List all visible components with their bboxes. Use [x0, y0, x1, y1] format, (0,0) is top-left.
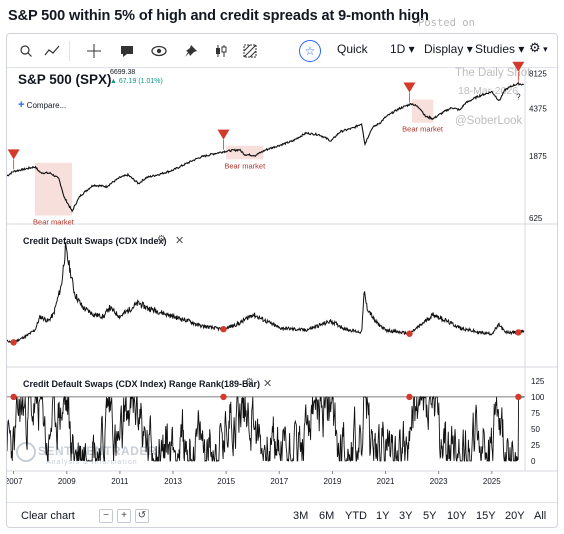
range-3m[interactable]: 3M	[293, 510, 309, 522]
crosshair-icon[interactable]	[85, 42, 103, 60]
bottom-bar: Clear chart − + ↺ 3M 6M YTD 1Y 3Y 5Y 10Y…	[7, 502, 557, 527]
x-tick-label: 2019	[324, 477, 342, 486]
signal-marker-triangle	[217, 129, 230, 140]
sentimentrader-logo-icon	[16, 442, 36, 462]
last-price: 6699.38	[110, 69, 136, 76]
signal-marker-triangle	[403, 82, 416, 93]
x-tick-label: 2011	[111, 477, 129, 486]
plus-icon: +	[18, 99, 25, 111]
signal-marker-triangle	[7, 149, 20, 160]
x-tick-label: 2009	[58, 477, 76, 486]
hatch-icon[interactable]	[241, 42, 259, 60]
clear-chart-button[interactable]: Clear chart	[21, 510, 75, 522]
bear-market-band	[226, 145, 264, 160]
x-tick-label: 2025	[483, 477, 501, 486]
chart-toolbar: ☆ Quick 1D ▾ Display ▾ Studies ▾ ⚙ ▾	[7, 34, 557, 68]
x-tick-label: 2021	[377, 477, 395, 486]
sentimentrader-logo-sub: Analysis & Information	[46, 459, 138, 466]
x-tick-label: 2015	[217, 477, 235, 486]
search-icon[interactable]	[17, 42, 35, 60]
rank-ytick-label: 100	[531, 393, 545, 402]
favorite-star-icon[interactable]: ☆	[299, 40, 321, 62]
rank-panel-label: Credit Default Swaps (CDX Index) Range R…	[23, 379, 261, 389]
chart-frame: ☆ Quick 1D ▾ Display ▾ Studies ▾ ⚙ ▾ S&P…	[6, 33, 558, 528]
spx-series-line	[7, 81, 524, 213]
rank-close-icon[interactable]: ✕	[263, 378, 273, 390]
rank-ytick-label: 75	[531, 409, 540, 418]
candles-icon[interactable]	[212, 42, 230, 60]
signal-question-mark: ?	[516, 93, 521, 102]
cdx-signal-dot	[406, 330, 413, 337]
range-3y[interactable]: 3Y	[399, 510, 413, 522]
toolbar-interval[interactable]: 1D ▾	[390, 42, 415, 56]
sentimentrader-logo: SENTIMENTRADER Analysis & Information	[16, 442, 157, 466]
toolbar-studies[interactable]: Studies ▾	[475, 42, 525, 56]
rank-ytick-label: 0	[531, 457, 536, 466]
range-20y[interactable]: 20Y	[505, 510, 525, 522]
cdx-signal-dot	[10, 339, 17, 346]
sentimentrader-logo-text: SENTIMENTRADER	[38, 444, 157, 458]
comment-icon[interactable]	[118, 42, 136, 60]
gear-icon[interactable]: ⚙ ▾	[529, 40, 548, 55]
chart-headline: S&P 500 within 5% of high and credit spr…	[8, 8, 429, 24]
rank-ytick-label: 125	[531, 377, 545, 386]
bear-market-label: Bear market	[402, 125, 444, 134]
cdx-close-icon[interactable]: ✕	[175, 235, 185, 247]
eye-icon[interactable]	[150, 42, 168, 60]
cdx-panel-label: Credit Default Swaps (CDX Index)	[23, 236, 167, 246]
spx-ytick-label: 1875	[529, 152, 547, 161]
toolbar-divider	[69, 41, 70, 61]
x-tick-label: 2007	[7, 477, 23, 486]
rank-signal-dot	[406, 393, 413, 401]
rank-signal-dot	[220, 393, 227, 401]
range-5y[interactable]: 5Y	[423, 510, 437, 522]
posted-on-watermark: Posted on	[418, 17, 475, 29]
toolbar-quick[interactable]: Quick	[337, 42, 368, 56]
x-tick-label: 2017	[270, 477, 288, 486]
range-all[interactable]: All	[534, 510, 547, 522]
zoom-reset-button[interactable]: ↺	[135, 509, 149, 523]
price-change: ▲ 67.19 (1.01%)	[110, 78, 163, 85]
x-tick-label: 2013	[164, 477, 182, 486]
rank-settings-gear-icon[interactable]: ⚙	[245, 377, 254, 388]
pin-icon[interactable]	[182, 42, 200, 60]
rank-ytick-label: 25	[531, 441, 540, 450]
rank-signal-dot	[515, 393, 522, 401]
cdx-series-line	[7, 242, 525, 344]
line-tool-icon[interactable]	[43, 42, 61, 60]
zoom-in-button[interactable]: +	[117, 509, 131, 523]
chart-canvas: SENTIMENTRADER Analysis & Information Be…	[7, 61, 557, 486]
source-watermark: The Daily Shot	[455, 67, 531, 79]
cdx-signal-dot	[515, 329, 522, 336]
handle-watermark: @SoberLook	[455, 115, 523, 127]
bear-market-band	[34, 162, 73, 216]
bear-market-label: Bear market	[224, 161, 266, 170]
cdx-signal-dot	[220, 326, 227, 333]
compare-button[interactable]: + Compare...	[18, 99, 67, 111]
rank-series-line	[7, 395, 524, 463]
cdx-settings-gear-icon[interactable]: ⚙	[157, 234, 166, 245]
range-6m[interactable]: 6M	[319, 510, 335, 522]
range-1y[interactable]: 1Y	[376, 510, 390, 522]
symbol-label: S&P 500 (SPX)	[18, 72, 112, 87]
signal-marker-triangle	[512, 61, 525, 72]
range-15y[interactable]: 15Y	[476, 510, 496, 522]
rank-signal-dot	[10, 393, 17, 401]
rank-ytick-label: 50	[531, 425, 540, 434]
spx-ytick-label: 8125	[529, 70, 547, 79]
range-ytd[interactable]: YTD	[345, 510, 367, 522]
zoom-out-button[interactable]: −	[99, 509, 113, 523]
toolbar-display[interactable]: Display ▾	[424, 42, 473, 56]
range-10y[interactable]: 10Y	[447, 510, 467, 522]
spx-ytick-label: 4375	[529, 105, 547, 114]
x-tick-label: 2023	[430, 477, 448, 486]
bear-market-label: Bear market	[33, 217, 75, 226]
spx-ytick-label: 625	[529, 214, 543, 223]
chevron-down-icon: ▾	[540, 44, 548, 54]
